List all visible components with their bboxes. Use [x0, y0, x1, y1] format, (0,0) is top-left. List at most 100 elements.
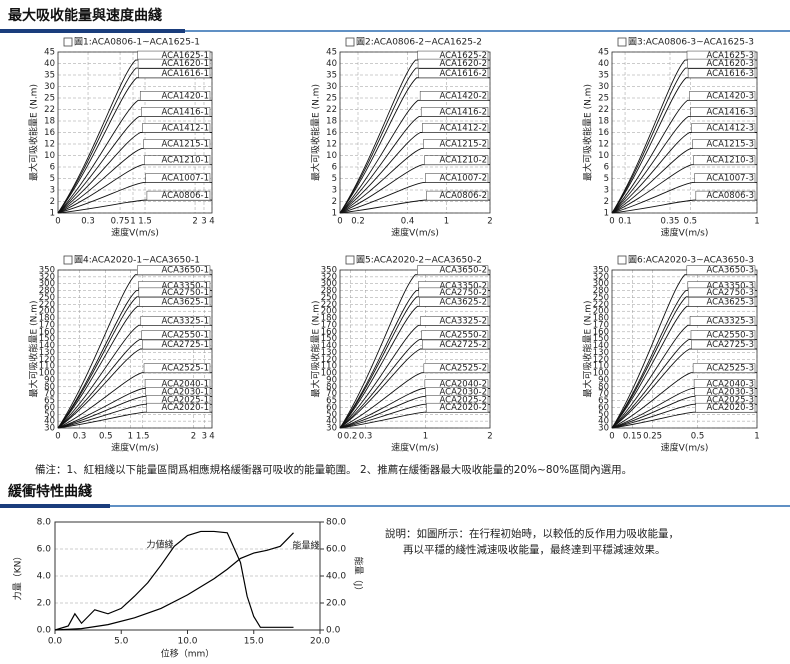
label-box [694, 173, 756, 183]
series-label: ACA1616-1 [161, 69, 209, 79]
y-tick-label: 5 [50, 174, 55, 184]
label-box [137, 58, 211, 69]
energy-curve [57, 148, 212, 214]
series-label: ACA1412-3 [706, 124, 754, 134]
y-tick-label: 30 [598, 82, 609, 92]
series-label: ACA2525-3 [706, 364, 754, 374]
label-box [692, 363, 756, 373]
energy-curve [611, 164, 757, 214]
x-tick-label: 0.4 [401, 217, 415, 227]
y-tick-label: 170 [593, 320, 609, 330]
energy-curve [57, 395, 212, 429]
y-tick-label: 170 [321, 320, 337, 330]
y-tick-label: 1 [604, 209, 609, 219]
energy-curve [611, 59, 757, 214]
label-box [142, 339, 211, 350]
y-axis-label: 最大可吸收能量E (N.m) [310, 301, 322, 398]
y-tick-label: 45 [326, 48, 337, 58]
x-axis-label: 速度V(m/s) [111, 442, 159, 454]
y-axis-label: 最大可吸收能量E (N.m) [28, 301, 40, 398]
x-tick-label: 0.5 [684, 217, 698, 227]
y-tick-label: 30 [326, 82, 337, 92]
y-tick-label: 6 [332, 163, 337, 173]
energy-curve [339, 411, 490, 429]
energy-curve [339, 296, 490, 429]
energy-curve [57, 296, 212, 429]
x-axis-label: 速度V(m/s) [391, 442, 439, 454]
y-tick-label: 60 [44, 403, 55, 413]
x-tick-label: 0 [609, 217, 614, 227]
series-label: ACA2750-1 [161, 288, 209, 298]
y-tick-label: 300 [39, 279, 55, 289]
series-label: ACA2750-3 [706, 288, 754, 298]
label-box [138, 68, 211, 79]
energy-curve [339, 115, 490, 214]
label-box [688, 297, 756, 307]
label-box [692, 139, 756, 149]
label-box [695, 190, 756, 201]
series-label: ACA1620-1 [161, 59, 209, 69]
y-tick-label: 280 [321, 286, 337, 296]
energy-curve [339, 388, 490, 429]
rule-accent [0, 504, 110, 508]
energy-curve [611, 99, 757, 214]
series-label: ACA0806-3 [706, 191, 754, 201]
energy-curve [57, 290, 212, 429]
y-tick-label: 150 [39, 334, 55, 344]
series-label: ACA3350-1 [161, 282, 209, 292]
y-tick-label: 35 [598, 71, 609, 81]
y-tick-label: 3 [604, 186, 609, 196]
y-tick-label: 30 [44, 82, 55, 92]
y-tick-label: 120 [321, 355, 337, 365]
y-tick-label: 18 [598, 117, 609, 127]
rule-accent [0, 29, 185, 33]
series-label: ACA1625-1 [161, 51, 209, 61]
y-tick-label: 30 [598, 424, 609, 434]
series-label: ACA1416-2 [439, 107, 487, 117]
x-tick-label: 0.0 [48, 637, 63, 647]
label-box [689, 91, 756, 101]
energy-curve [57, 372, 212, 429]
y-tick-label: 100 [593, 369, 609, 379]
y-tick-label: 40 [326, 417, 337, 427]
label-box [417, 265, 489, 275]
label-box [143, 363, 211, 373]
energy-curve [611, 372, 757, 429]
series-label: ACA1616-2 [439, 69, 487, 79]
series-label: ACA1420-3 [706, 91, 754, 101]
y-tick-label: 150 [321, 334, 337, 344]
label-box [420, 316, 489, 326]
x-tick-label: 1 [423, 432, 428, 442]
energy-curve [339, 339, 490, 429]
y-tick-label: 3 [50, 186, 55, 196]
label-box [419, 91, 489, 101]
energy-curve [57, 132, 212, 214]
y-axis-label: 最大可吸收能量E (N.m) [582, 301, 594, 398]
y-tick-label: 40 [598, 59, 609, 69]
energy-curve [57, 403, 212, 429]
label-box [141, 330, 211, 340]
y-tick-label: 40 [44, 59, 55, 69]
x-tick-label: 0.2 [344, 432, 358, 442]
x-tick-label: 0.35 [661, 217, 680, 227]
series-label: ACA2020-2 [439, 403, 487, 413]
x-tick-label: 1 [754, 217, 759, 227]
y-tick-label: 65 [326, 396, 337, 406]
y-axis-label: 最大可吸收能量E (N.m) [28, 84, 40, 181]
series-label: ACA2025-2 [439, 395, 487, 405]
energy-curve [611, 274, 757, 429]
energy-curve [57, 164, 212, 214]
y-tick-label: 150 [593, 334, 609, 344]
series-label: ACA3325-1 [161, 316, 209, 326]
y-tick-label: 140 [39, 341, 55, 351]
series-label: ACA1616-3 [706, 69, 754, 79]
series-label: ACA3325-2 [439, 316, 487, 326]
y2-axis-label: 能量（J） [353, 557, 365, 596]
y-tick-label: 180 [593, 314, 609, 324]
y-tick-label: 25 [44, 94, 55, 104]
x-tick-label: 0 [55, 432, 60, 442]
series-label: ACA1210-1 [161, 156, 209, 166]
series-label: ACA3650-3 [706, 266, 754, 276]
energy-curve [339, 181, 490, 214]
x-tick-label: 0.15 [623, 432, 642, 442]
